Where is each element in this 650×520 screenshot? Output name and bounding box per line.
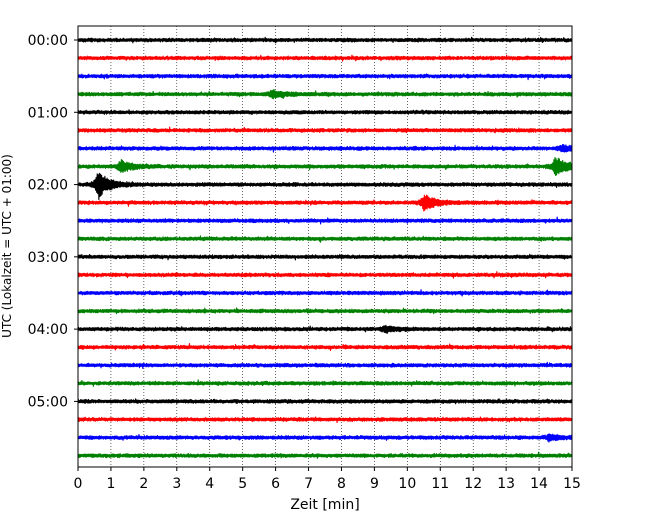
- x-tick-label: 10: [398, 476, 416, 492]
- seismogram-trace: [77, 433, 573, 443]
- x-tick-label: 7: [304, 476, 313, 492]
- seismogram-trace: [77, 73, 573, 81]
- seismogram-trace: [77, 143, 573, 153]
- x-tick-label: 6: [271, 476, 280, 492]
- x-tick-label: 2: [139, 476, 148, 492]
- seismogram-trace: [77, 235, 573, 243]
- x-tick-label: 11: [431, 476, 449, 492]
- seismogram-traces: [77, 36, 573, 459]
- seismogram-trace: [77, 126, 573, 134]
- seismogram-trace: [77, 379, 573, 387]
- seismogram-trace: [77, 343, 573, 351]
- seismogram-trace: [77, 289, 573, 297]
- y-tick-label: 05:00: [28, 394, 68, 410]
- x-tick-label: 15: [563, 476, 581, 492]
- x-tick-label: 1: [106, 476, 115, 492]
- x-tick-label: 13: [497, 476, 515, 492]
- x-axis-ticks: 0 1 2 3 4 5 6 7 8 9 10 11 12 13 14 15: [74, 467, 581, 492]
- plot-frame: [77, 25, 573, 468]
- seismogram-trace: [77, 271, 573, 279]
- y-tick-label: 02:00: [28, 178, 68, 194]
- y-axis-label: UTC (Lokalzeit = UTC + 01:00): [0, 154, 14, 338]
- seismogram-trace: [77, 253, 573, 261]
- seismogram-trace: [77, 109, 573, 115]
- y-tick-label: 01:00: [28, 105, 68, 121]
- seismogram-trace: [77, 156, 573, 176]
- x-tick-label: 4: [205, 476, 214, 492]
- x-tick-label: 9: [370, 476, 379, 492]
- y-axis-ticks: 00:00 01:00 02:00 03:00 04:00 05:00: [28, 33, 78, 410]
- seismogram-trace: [77, 216, 573, 225]
- x-tick-label: 14: [530, 476, 548, 492]
- x-tick-label: 12: [464, 476, 482, 492]
- x-axis-label: Zeit [min]: [290, 497, 359, 513]
- seismogram-trace: [77, 398, 573, 405]
- seismogram-trace: [77, 54, 573, 62]
- seismogram-trace: [77, 194, 573, 212]
- y-tick-label: 03:00: [28, 250, 68, 266]
- seismogram-trace: [77, 451, 573, 459]
- seismogram-trace: [77, 88, 573, 100]
- seismogram-trace: [77, 307, 573, 315]
- seismogram-trace: [77, 416, 573, 424]
- seismogram-trace: [77, 172, 573, 201]
- x-tick-label: 3: [172, 476, 181, 492]
- y-tick-label: 00:00: [28, 33, 68, 49]
- y-tick-label: 04:00: [28, 322, 68, 338]
- x-tick-label: 8: [337, 476, 346, 492]
- seismogram-trace: [77, 36, 573, 44]
- x-tick-label: 5: [238, 476, 247, 492]
- x-tick-label: 0: [74, 476, 83, 492]
- seismogram-trace: [77, 324, 573, 334]
- seismogram-trace: [77, 361, 573, 369]
